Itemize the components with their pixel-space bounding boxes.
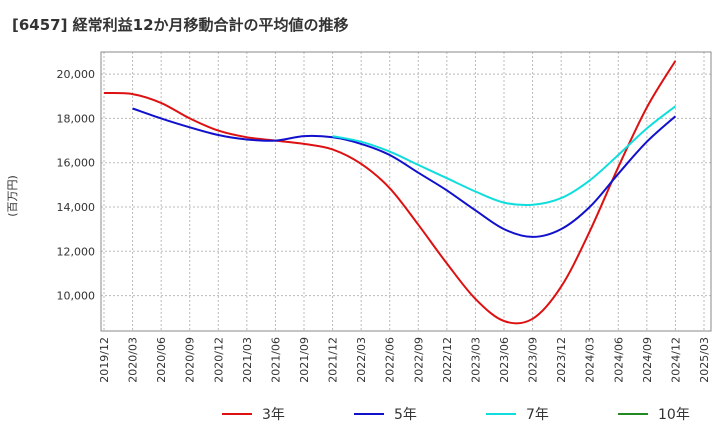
series-lines (103, 60, 677, 325)
legend-label: 7年 (526, 407, 549, 423)
x-tick-label: 2023/09 (527, 337, 540, 383)
plot-frame (100, 51, 712, 332)
legend-label: 10年 (658, 407, 690, 423)
x-tick-label: 2023/03 (469, 337, 482, 383)
y-tick-label: 20,000 (57, 68, 96, 81)
x-tick-label: 2023/06 (498, 337, 511, 383)
x-tick-label: 2023/12 (555, 337, 568, 383)
grid-lines (101, 52, 711, 331)
x-tick-label: 2020/06 (155, 337, 168, 383)
x-tick-label: 2025/03 (698, 337, 711, 383)
x-axis-ticks: 2019/12 2020/03 2020/06 2020/09 2020/12 2021/… (98, 337, 711, 383)
x-tick-label: 2021/12 (327, 337, 340, 383)
y-tick-label: 12,000 (57, 245, 96, 258)
x-tick-label: 2022/06 (384, 337, 397, 383)
x-tick-label: 2022/09 (412, 337, 425, 383)
x-tick-label: 2024/09 (641, 337, 654, 383)
x-tick-label: 2020/03 (127, 337, 140, 383)
x-tick-label: 2020/09 (184, 337, 197, 383)
x-tick-label: 2019/12 (98, 337, 111, 383)
x-tick-label: 2022/03 (355, 337, 368, 383)
legend: 3年 5年 7年 10年 (222, 407, 690, 423)
series-line-3年 (103, 60, 677, 325)
x-tick-label: 2020/12 (212, 337, 225, 383)
y-tick-label: 10,000 (57, 290, 96, 303)
y-tick-label: 16,000 (57, 157, 96, 170)
y-axis-label: (百万円) (6, 175, 19, 217)
x-tick-label: 2021/03 (241, 337, 254, 383)
x-tick-label: 2021/09 (298, 337, 311, 383)
x-tick-label: 2021/06 (269, 337, 282, 383)
y-tick-label: 14,000 (57, 201, 96, 214)
series-line-7年 (332, 105, 677, 207)
x-tick-label: 2022/12 (441, 337, 454, 383)
x-tick-label: 2024/03 (584, 337, 597, 383)
x-tick-label: 2024/06 (612, 337, 625, 383)
legend-label: 3年 (262, 407, 285, 423)
legend-label: 5年 (394, 407, 417, 423)
y-tick-label: 18,000 (57, 112, 96, 125)
series-line-5年 (132, 107, 677, 238)
x-tick-label: 2024/12 (669, 337, 682, 383)
y-axis-ticks: 10,000 12,000 14,000 16,000 18,000 20,000 (57, 68, 96, 302)
chart-title: [6457] 経常利益12か月移動合計の平均値の推移 (12, 16, 349, 34)
